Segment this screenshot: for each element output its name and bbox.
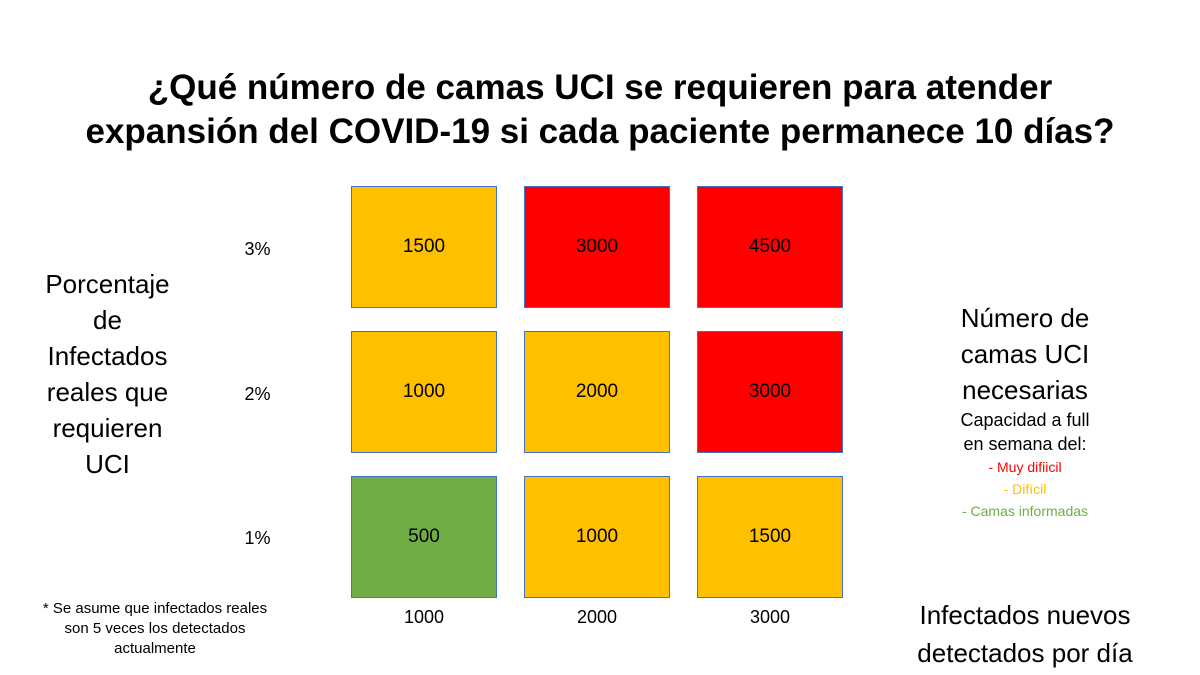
legend-title-line: camas UCI — [960, 339, 1090, 369]
x-tick-1000: 1000 — [403, 607, 445, 627]
cell-value: 500 — [408, 526, 440, 547]
footnote-line: * Se asume que infectados reales — [42, 600, 268, 617]
legend: Número de camas UCI necesarias Capacidad… — [900, 300, 1150, 522]
legend-title-line: Número de — [960, 303, 1090, 333]
y-axis-label-line: requieren — [52, 413, 163, 443]
y-axis-label-line: Porcentaje — [45, 269, 170, 299]
y-tick-1pct: 1% — [244, 528, 271, 548]
matrix-cell: 500 — [351, 476, 497, 598]
matrix-cell: 1000 — [524, 476, 670, 598]
title-line-1: ¿Qué número de camas UCI se requieren pa… — [147, 68, 1053, 107]
y-tick-2pct: 2% — [244, 384, 271, 404]
y-axis-label-line: UCI — [85, 449, 130, 479]
matrix-cell: 3000 — [524, 186, 670, 308]
matrix-cell: 4500 — [697, 186, 843, 308]
y-tick-3pct: 3% — [244, 239, 271, 259]
legend-title-line: necesarias — [962, 375, 1088, 405]
x-axis-label-line: Infectados nuevos — [919, 600, 1131, 630]
footnote-line: actualmente — [114, 640, 196, 657]
legend-item-informed: - Camas informadas — [961, 503, 1089, 519]
y-axis-label-line: de — [93, 305, 122, 335]
legend-item-very-difficult: - Muy difiicil — [988, 459, 1062, 475]
cell-value: 2000 — [575, 381, 619, 402]
cell-value: 1000 — [575, 526, 619, 547]
y-axis-label-line: Infectados — [47, 341, 168, 371]
y-axis-label: Porcentaje de Infectados reales que requ… — [20, 266, 195, 482]
cell-value: 4500 — [748, 236, 792, 257]
x-axis-label: Infectados nuevos detectados por día — [860, 596, 1190, 672]
footnote-line: son 5 veces los detectados — [64, 620, 246, 637]
matrix-cell: 2000 — [524, 331, 670, 453]
chart-title: ¿Qué número de camas UCI se requieren pa… — [0, 66, 1200, 154]
cell-value: 1500 — [402, 236, 446, 257]
legend-item-difficult: - Difícil — [1003, 481, 1047, 497]
cell-value: 3000 — [575, 236, 619, 257]
cell-value: 3000 — [748, 381, 792, 402]
matrix-cell: 1500 — [351, 186, 497, 308]
matrix-cell: 3000 — [697, 331, 843, 453]
matrix-cell: 1500 — [697, 476, 843, 598]
x-axis-label-line: detectados por día — [917, 638, 1133, 668]
x-tick-2000: 2000 — [576, 607, 618, 627]
legend-subtitle-line: en semana del: — [963, 434, 1087, 454]
title-line-2: expansión del COVID-19 si cada paciente … — [85, 112, 1115, 151]
legend-subtitle-line: Capacidad a full — [960, 410, 1090, 430]
matrix-cell: 1000 — [351, 331, 497, 453]
y-axis-label-line: reales que — [46, 377, 169, 407]
cell-value: 1500 — [748, 526, 792, 547]
footnote: * Se asume que infectados reales son 5 v… — [10, 599, 300, 659]
cell-value: 1000 — [402, 381, 446, 402]
x-tick-3000: 3000 — [749, 607, 791, 627]
